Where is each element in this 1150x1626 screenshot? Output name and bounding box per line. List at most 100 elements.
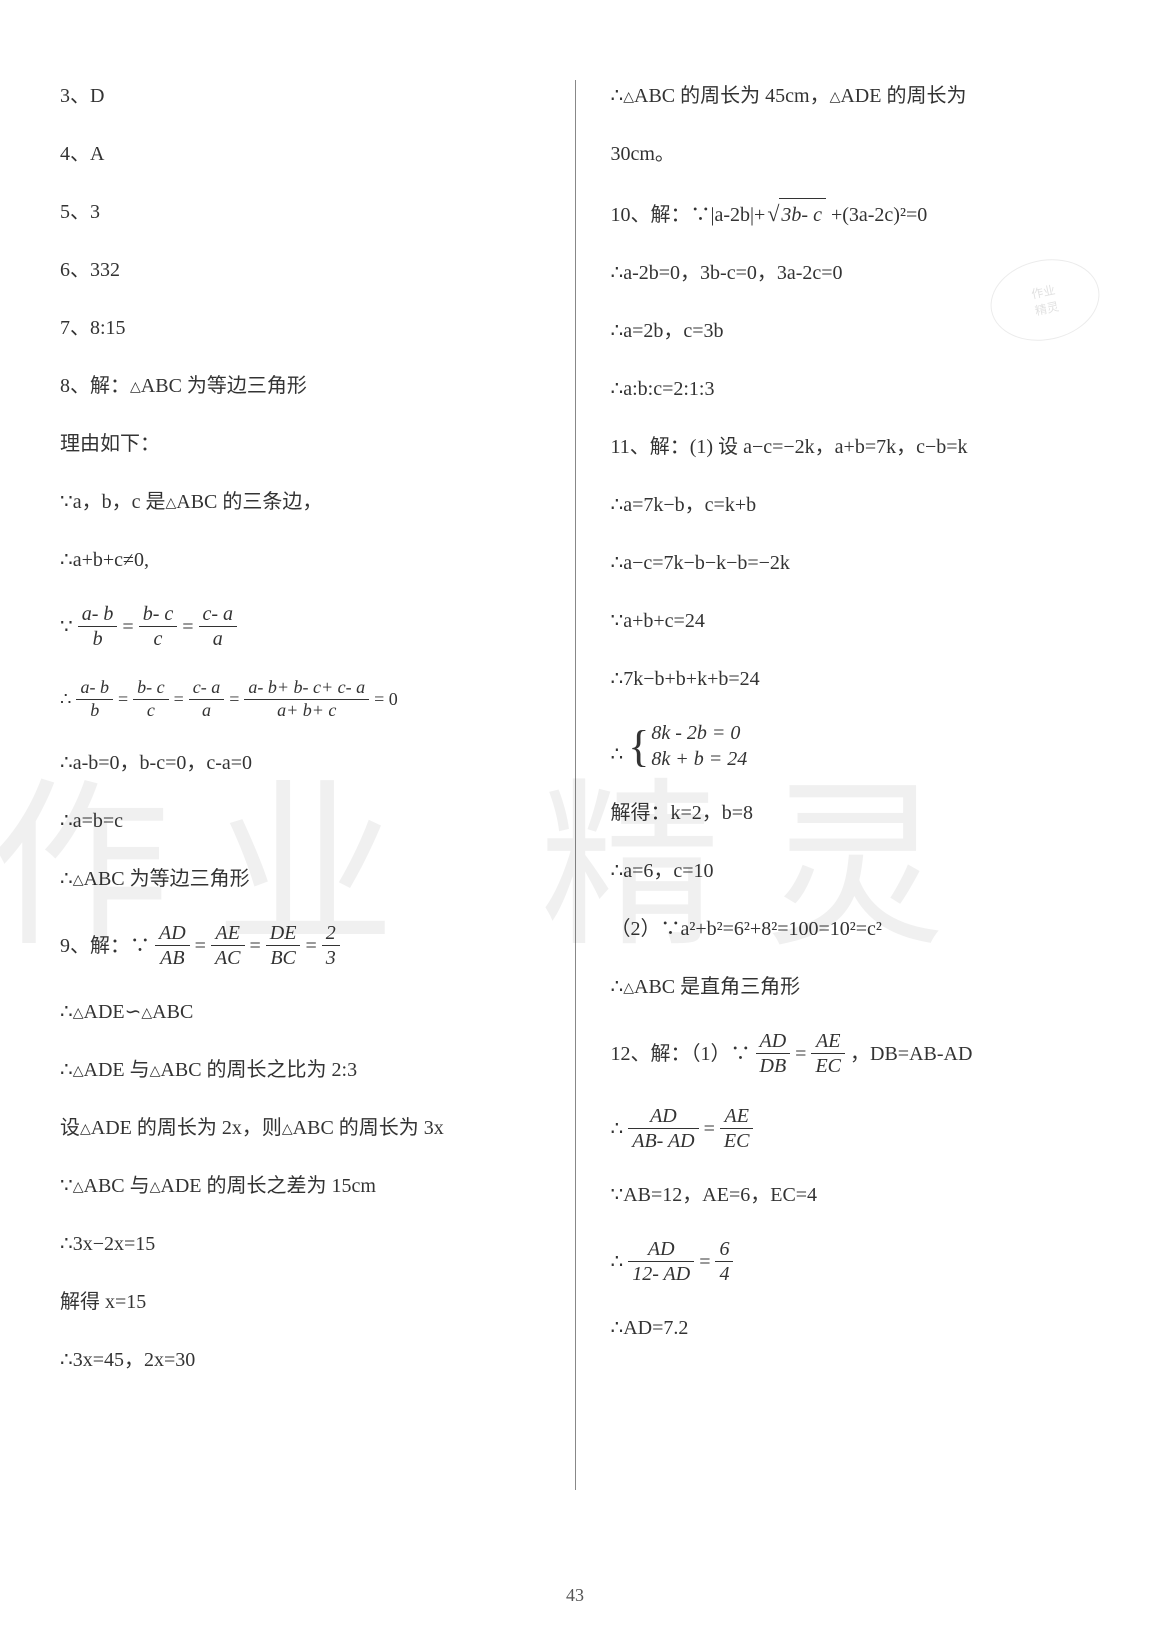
answer-10-header: 10、解：∵|a-2b|+ 3b- c +(3a-2c)²=0 (611, 196, 1091, 231)
sqrt-icon: 3b- c (765, 196, 826, 231)
fraction: ADAB (155, 921, 190, 970)
step: 设△ADE 的周长为 2x，则△ABC 的周长为 3x (60, 1112, 540, 1144)
text: ∴ (611, 1113, 624, 1145)
equation-1: ∵ a- bb = b- cc = c- aa (60, 602, 540, 651)
brace-system: ∴ { 8k - 2b = 0 8k + b = 24 (611, 721, 1091, 771)
text: ABC 的周长为 45cm， (634, 85, 830, 107)
text: ADE 的周长之差为 15cm (160, 1175, 376, 1197)
triangle-icon: △ (73, 1064, 84, 1079)
equals: = (699, 1246, 710, 1278)
fraction: a- bb (78, 602, 118, 651)
fraction: 64 (715, 1237, 733, 1286)
text: ABC 的周长之比为 2:3 (160, 1059, 357, 1081)
step: ∵a+b+c=24 (611, 605, 1091, 637)
equals: = (229, 685, 239, 714)
answer-4: 4、A (60, 138, 540, 170)
equals: = (305, 930, 316, 962)
fraction: ADDB (756, 1029, 791, 1078)
triangle-icon: △ (830, 90, 841, 105)
text: 设 (60, 1117, 80, 1139)
step: ∴3x−2x=15 (60, 1228, 540, 1260)
triangle-icon: △ (73, 1180, 84, 1195)
equation: ∴ AD12- AD = 64 (611, 1237, 1091, 1286)
equals: = (122, 611, 133, 643)
text: ，DB=AB-AD (850, 1038, 972, 1070)
text: ABC 是直角三角形 (634, 976, 800, 998)
equals: = (182, 611, 193, 643)
brace-row: 8k + b = 24 (651, 747, 747, 771)
text: ABC (152, 1001, 193, 1023)
step: 解得：k=2，b=8 (611, 797, 1091, 829)
step: ∴a=b=c (60, 805, 540, 837)
text: ABC 与 (84, 1175, 150, 1197)
text: ∵ (60, 1175, 73, 1197)
conclusion: ∴△ABC 为等边三角形 (60, 863, 540, 895)
fraction: AEAC (211, 921, 245, 970)
step: 解得 x=15 (60, 1286, 540, 1318)
step: ∴AD=7.2 (611, 1312, 1091, 1344)
text: +(3a-2c)²=0 (826, 204, 927, 226)
triangle-icon: △ (623, 90, 634, 105)
text: ABC 的周长为 3x (293, 1117, 444, 1139)
equals: = (118, 685, 128, 714)
text: ADE 的周长为 (840, 85, 966, 107)
triangle-icon: △ (73, 1006, 84, 1021)
answer-3: 3、D (60, 80, 540, 112)
text: ∴ (60, 868, 73, 890)
text: ∴ (611, 976, 624, 998)
text: ∴ (60, 685, 71, 714)
step: ∴a+b+c≠0, (60, 544, 540, 576)
text: ADE∽ (84, 1001, 142, 1023)
text: ∴ (60, 1059, 73, 1081)
fraction: b- cc (139, 602, 178, 651)
answer-9-header: 9、解：∵ ADAB = AEAC = DEBC = 23 (60, 921, 540, 970)
triangle-icon: △ (150, 1180, 161, 1195)
triangle-icon: △ (80, 1122, 91, 1137)
left-brace-icon: { (628, 729, 649, 764)
sqrt-arg: 3b- c (779, 198, 826, 231)
text: 8、解： (60, 375, 130, 397)
step: ∴a-b=0，b-c=0，c-a=0 (60, 747, 540, 779)
triangle-icon: △ (623, 981, 634, 996)
conclusion: ∴△ABC 是直角三角形 (611, 971, 1091, 1003)
left-column: 3、D 4、A 5、3 6、332 7、8:15 8、解：△ABC 为等边三角形… (60, 80, 570, 1490)
step: ∵a，b，c 是△ABC 的三条边， (60, 486, 540, 518)
brace-row: 8k - 2b = 0 (651, 721, 747, 745)
step: ∴△ABC 的周长为 45cm，△ADE 的周长为 (611, 80, 1091, 112)
step: ∴a=7k−b，c=k+b (611, 489, 1091, 521)
fraction: AD12- AD (628, 1237, 694, 1286)
step: ∴a:b:c=2:1:3 (611, 373, 1091, 405)
text: = 0 (374, 685, 398, 714)
page-content: 3、D 4、A 5、3 6、332 7、8:15 8、解：△ABC 为等边三角形… (0, 0, 1150, 1540)
text: ADE 与 (84, 1059, 150, 1081)
step: （2）∵a²+b²=6²+8²=100=10²=c² (611, 913, 1091, 945)
step: ∴△ADE 与△ABC 的周长之比为 2:3 (60, 1054, 540, 1086)
fraction: b- cc (133, 677, 168, 721)
step: ∵AB=12，AE=6，EC=4 (611, 1179, 1091, 1211)
fraction: c- aa (199, 602, 238, 651)
text: 12、解：（1）∵ (611, 1038, 751, 1070)
triangle-icon: △ (282, 1122, 293, 1137)
fraction: DEBC (266, 921, 301, 970)
text: ABC 为等边三角形 (141, 375, 307, 397)
answer-5: 5、3 (60, 196, 540, 228)
equals: = (250, 930, 261, 962)
fraction: AEEC (720, 1104, 754, 1153)
triangle-icon: △ (150, 1064, 161, 1079)
text: ∴ (60, 1001, 73, 1023)
text: ∵a，b，c 是 (60, 491, 165, 513)
step: ∴a−c=7k−b−k−b=−2k (611, 547, 1091, 579)
step: ∴3x=45，2x=30 (60, 1344, 540, 1376)
text: 10、解：∵|a-2b|+ (611, 204, 766, 226)
text: ∵ (60, 611, 73, 643)
answer-12-header: 12、解：（1）∵ ADDB = AEEC ，DB=AB-AD (611, 1029, 1091, 1078)
step: ∴7k−b+b+k+b=24 (611, 663, 1091, 695)
triangle-icon: △ (130, 380, 141, 395)
fraction: a- bb (76, 677, 113, 721)
reason-header: 理由如下： (60, 428, 540, 460)
step: 30cm。 (611, 138, 1091, 170)
triangle-icon: △ (165, 496, 176, 511)
triangle-icon: △ (141, 1006, 152, 1021)
column-divider (575, 80, 576, 1490)
answer-11-header: 11、解：(1) 设 a−c=−2k，a+b=7k，c−b=k (611, 431, 1091, 463)
